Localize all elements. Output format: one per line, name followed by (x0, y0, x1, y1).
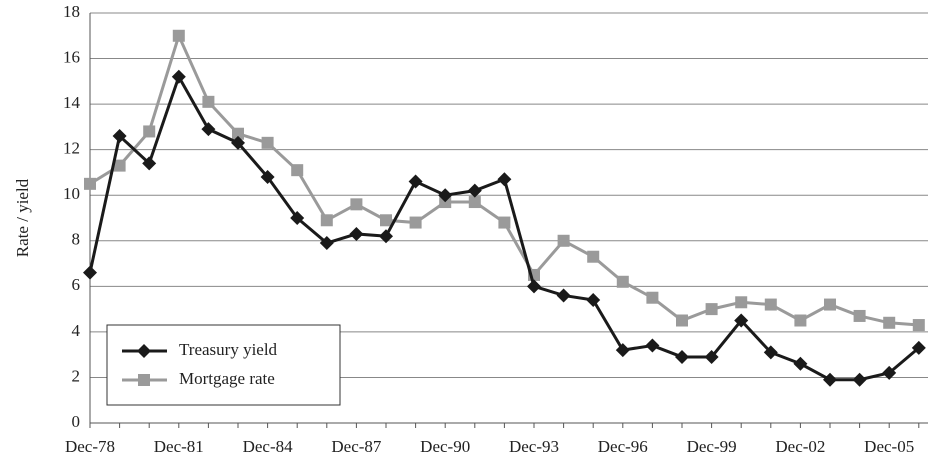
marker (883, 316, 896, 329)
x-tick-label: Dec-96 (598, 437, 648, 456)
x-tick-label: Dec-02 (775, 437, 825, 456)
marker (260, 170, 275, 184)
marker (853, 309, 866, 322)
marker (380, 214, 392, 227)
y-tick-label: 8 (72, 230, 81, 249)
y-tick-label: 4 (72, 321, 81, 340)
marker (290, 211, 305, 225)
marker (527, 279, 541, 294)
y-tick-label: 0 (72, 412, 81, 431)
x-tick-label: Dec-81 (154, 437, 204, 456)
x-tick-label: Dec-78 (65, 437, 115, 456)
marker (734, 313, 749, 328)
marker (112, 129, 127, 143)
x-tick-label: Dec-93 (509, 437, 559, 456)
y-tick-label: 18 (63, 2, 80, 21)
marker (556, 288, 571, 303)
y-tick-label: 2 (72, 366, 81, 385)
legend-marker (138, 374, 150, 386)
legend-box (106, 324, 341, 406)
marker (882, 365, 897, 380)
marker (231, 135, 245, 150)
legend-label: Treasury yield (179, 340, 278, 359)
marker (232, 127, 244, 140)
marker (705, 303, 718, 316)
marker (408, 174, 423, 189)
marker (291, 164, 304, 177)
marker (587, 250, 600, 263)
marker (645, 338, 660, 353)
marker (438, 188, 453, 203)
marker (84, 177, 96, 190)
marker (261, 136, 274, 149)
marker (794, 314, 807, 327)
marker (764, 298, 777, 311)
marker (498, 216, 511, 229)
legend-label: Mortgage rate (179, 369, 275, 388)
marker (319, 236, 334, 251)
marker (349, 226, 364, 241)
legend-marker (137, 344, 151, 358)
marker (409, 216, 422, 229)
y-tick-label: 10 (63, 184, 80, 203)
marker (468, 196, 481, 209)
marker (912, 319, 925, 332)
marker (320, 214, 333, 227)
marker (202, 95, 215, 108)
marker (911, 340, 926, 355)
x-tick-label: Dec-90 (420, 437, 470, 456)
x-tick-label: Dec-84 (243, 437, 294, 456)
marker (497, 172, 512, 187)
marker (852, 372, 867, 387)
marker (823, 372, 837, 387)
marker (201, 122, 216, 137)
marker (467, 183, 482, 198)
marker (350, 198, 363, 211)
marker (824, 298, 836, 311)
marker (676, 314, 688, 327)
marker (172, 29, 185, 42)
marker (142, 156, 157, 171)
marker (704, 349, 719, 364)
marker (763, 345, 778, 360)
marker (171, 69, 186, 84)
marker (616, 275, 629, 288)
marker (143, 125, 156, 138)
marker (113, 159, 126, 172)
marker (615, 343, 630, 358)
marker (586, 293, 601, 307)
y-tick-label: 12 (63, 139, 80, 158)
marker (735, 296, 748, 309)
y-tick-label: 14 (63, 93, 81, 112)
y-tick-label: 6 (72, 275, 81, 294)
marker (557, 234, 570, 247)
marker (83, 265, 97, 280)
x-tick-label: Dec-05 (864, 437, 914, 456)
marker (646, 291, 659, 304)
marker (379, 229, 393, 244)
x-tick-label: Dec-87 (331, 437, 382, 456)
y-axis-label: Rate / yield (13, 178, 32, 257)
marker (675, 349, 689, 364)
y-tick-label: 16 (63, 47, 80, 66)
x-tick-label: Dec-99 (687, 437, 737, 456)
marker (793, 356, 808, 371)
